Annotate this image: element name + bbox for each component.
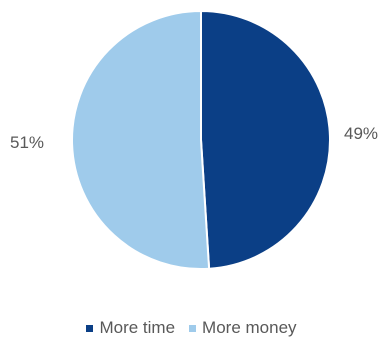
legend-item-more-money: More money [189, 318, 297, 338]
data-label-more-money: 51% [10, 133, 45, 152]
legend-label-more-time: More time [99, 318, 176, 337]
legend-swatch-more-time [86, 324, 94, 332]
slice-more-time [200, 9, 331, 270]
slice-more-money [71, 9, 211, 270]
data-label-more-time: 49% [344, 124, 379, 143]
legend: More time More money [0, 318, 383, 338]
legend-item-more-time: More time [86, 318, 175, 338]
legend-label-more-money: More money [202, 318, 297, 337]
legend-swatch-more-money [189, 324, 197, 332]
